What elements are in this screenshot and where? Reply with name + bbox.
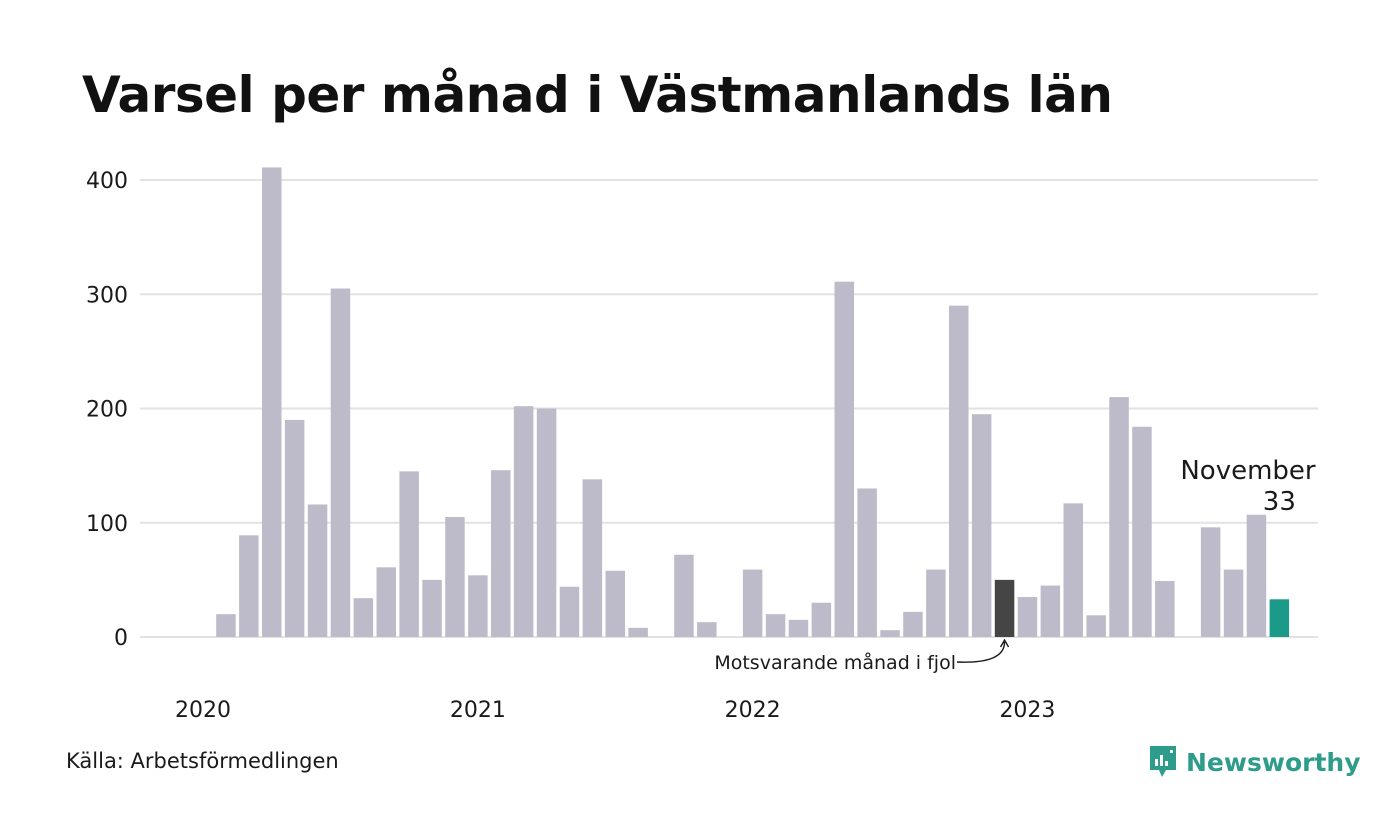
newsworthy-logo-icon <box>1150 746 1176 777</box>
bar-18 <box>605 570 625 637</box>
bar-16 <box>559 586 580 637</box>
bar-28 <box>834 281 854 637</box>
bar-3 <box>262 167 282 637</box>
bar-42 <box>1155 581 1175 637</box>
x-axis-year-labels: 2020 2021 2022 2023 <box>175 698 1055 723</box>
y-axis-ticks: 0 100 200 300 400 <box>86 169 128 651</box>
bar-37 <box>1040 585 1061 637</box>
y-tick-label-0: 0 <box>114 626 128 651</box>
bar-5 <box>307 504 328 637</box>
bar-14 <box>513 406 534 637</box>
bar-22 <box>697 622 717 637</box>
bar-11 <box>445 517 465 637</box>
bar-47 <box>1269 599 1290 637</box>
x-tick-label-2020: 2020 <box>175 698 231 723</box>
highlight-value-label: 33 <box>1263 487 1296 517</box>
bar-27 <box>811 602 832 637</box>
x-tick-label-2022: 2022 <box>725 698 781 723</box>
bar-7 <box>353 598 374 637</box>
annotations: November 33 Motsvarande månad i fjol <box>714 456 1316 674</box>
source-note: Källa: Arbetsförmedlingen <box>66 749 339 773</box>
compare-annotation-arrow <box>956 638 1010 663</box>
y-tick-label-300: 300 <box>86 283 128 308</box>
bar-10 <box>422 579 442 637</box>
bar-25 <box>765 614 786 637</box>
bar-2 <box>239 535 259 637</box>
brand-name: Newsworthy <box>1186 747 1361 777</box>
bar-21 <box>674 554 694 637</box>
bar-26 <box>788 619 809 637</box>
bar-17 <box>582 479 603 637</box>
bar-4 <box>284 419 305 637</box>
y-tick-label-100: 100 <box>86 512 128 537</box>
bar-45 <box>1223 569 1244 637</box>
bar-33 <box>949 305 969 637</box>
y-tick-label-200: 200 <box>86 398 128 423</box>
bar-9 <box>399 471 419 637</box>
bar-6 <box>330 288 351 637</box>
bar-15 <box>536 408 557 637</box>
bar-44 <box>1200 527 1221 637</box>
bar-39 <box>1086 615 1106 637</box>
bar-32 <box>926 569 946 637</box>
chart-title: Varsel per månad i Västmanlands län <box>82 66 1113 124</box>
bar-46 <box>1246 514 1267 637</box>
x-tick-label-2023: 2023 <box>999 698 1055 723</box>
bar-29 <box>857 488 877 637</box>
bar-30 <box>880 630 900 637</box>
y-tick-label-400: 400 <box>86 169 128 194</box>
bar-31 <box>903 611 923 637</box>
bar-36 <box>1017 597 1038 637</box>
bar-34 <box>971 414 992 637</box>
bars <box>216 167 1290 637</box>
bar-1 <box>216 614 236 637</box>
x-tick-label-2021: 2021 <box>450 698 506 723</box>
bar-24 <box>742 569 763 637</box>
bar-38 <box>1063 503 1083 637</box>
bar-12 <box>468 575 488 637</box>
bar-40 <box>1109 397 1129 637</box>
bar-35 <box>994 579 1015 637</box>
bar-8 <box>376 567 396 637</box>
newsworthy-logo: Newsworthy <box>1148 744 1361 780</box>
bar-13 <box>491 470 511 637</box>
bar-19 <box>628 627 648 637</box>
bar-41 <box>1132 426 1152 637</box>
compare-annotation-label: Motsvarande månad i fjol <box>714 651 956 674</box>
highlight-month-label: November <box>1180 456 1316 486</box>
